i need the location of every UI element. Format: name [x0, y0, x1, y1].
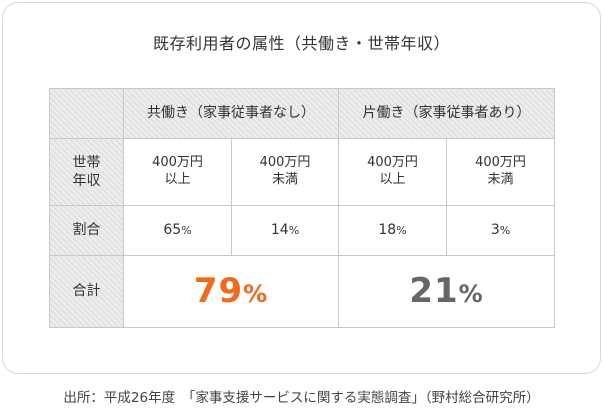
figure-title: 既存利用者の属性（共働き・世帯年収）	[152, 34, 450, 53]
ratio-row-label: 割合	[49, 205, 124, 256]
ratio-value: 3	[490, 222, 500, 239]
income-cell-line1: 400万円	[475, 155, 526, 171]
income-cell-single-low: 400万円 未満	[446, 138, 555, 206]
group-header-single-income: 片働き（家事従事者あり）	[338, 88, 555, 139]
source-note: 出所：平成26年度 「家事支援サービスに関する実態調査」（野村総合研究所）	[63, 390, 540, 406]
total-value: 79	[193, 271, 244, 312]
income-cell-line2: 未満	[487, 172, 514, 187]
income-cell-dual-high: 400万円 以上	[123, 138, 232, 206]
ratio-cell-dual-high: 65%	[123, 205, 232, 256]
ratio-value: 65	[163, 222, 182, 239]
income-row: 世帯 年収 400万円 以上 400万円 未満 400万円 以上 400万円 未…	[49, 138, 555, 206]
total-cell-single-income: 21%	[338, 255, 555, 328]
percent-sign: %	[243, 280, 269, 309]
income-cell-line2: 未満	[271, 172, 298, 187]
ratio-value: 14	[270, 222, 289, 239]
corner-cell	[49, 88, 124, 139]
group-header-dual-income: 共働き（家事従事者なし）	[123, 88, 339, 139]
ratio-cell-single-high: 18%	[338, 205, 447, 256]
income-label-line2: 年収	[72, 173, 101, 189]
total-cell-dual-income: 79%	[123, 255, 339, 328]
income-label-line1: 世帯	[72, 154, 101, 171]
total-row: 合計 79% 21%	[49, 255, 555, 328]
attribute-table: 共働き（家事従事者なし） 片働き（家事従事者あり） 世帯 年収 400万円 以上…	[49, 88, 555, 328]
percent-sign: %	[499, 224, 511, 238]
percent-sign: %	[288, 224, 300, 238]
income-cell-line1: 400万円	[367, 155, 418, 171]
income-cell-line2: 以上	[164, 172, 191, 187]
income-cell-line2: 以上	[379, 172, 406, 187]
income-cell-line1: 400万円	[152, 155, 203, 171]
ratio-cell-dual-low: 14%	[231, 205, 339, 256]
income-cell-single-high: 400万円 以上	[338, 138, 447, 206]
total-value: 21	[409, 271, 459, 312]
income-cell-line1: 400万円	[259, 155, 311, 171]
ratio-value: 18	[378, 222, 397, 239]
percent-sign: %	[458, 280, 484, 309]
percent-sign: %	[396, 224, 407, 238]
total-row-label: 合計	[49, 255, 124, 328]
group-header-row: 共働き（家事従事者なし） 片働き（家事従事者あり）	[49, 88, 555, 139]
ratio-cell-single-low: 3%	[446, 205, 555, 256]
ratio-row: 割合 65% 14% 18% 3%	[49, 205, 555, 256]
income-cell-dual-low: 400万円 未満	[231, 138, 339, 206]
percent-sign: %	[181, 224, 192, 238]
income-row-label: 世帯 年収	[49, 138, 124, 206]
